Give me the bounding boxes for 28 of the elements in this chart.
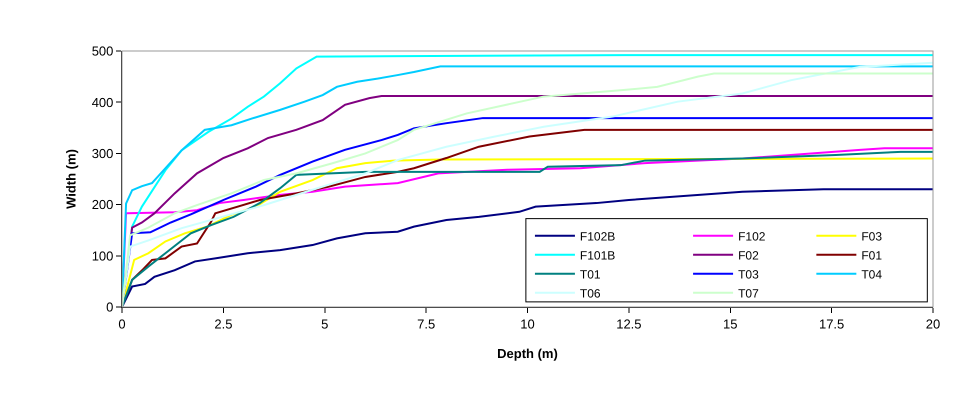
x-tick-label: 7.5 — [417, 316, 436, 332]
legend-label: F102 — [738, 229, 766, 244]
legend-label: F03 — [861, 229, 882, 244]
legend-label: F01 — [861, 248, 882, 262]
y-tick-label: 400 — [92, 94, 114, 110]
x-tick-label: 17.5 — [818, 316, 844, 332]
y-tick-label: 0 — [106, 300, 114, 315]
x-tick-label: 10 — [520, 316, 535, 332]
legend-label: T04 — [861, 267, 882, 282]
y-axis-title: Width (m) — [64, 149, 79, 209]
x-tick-label: 12.5 — [616, 316, 642, 332]
legend-label: T07 — [738, 286, 760, 300]
y-tick-label: 100 — [92, 248, 114, 264]
x-tick-label: 15 — [723, 316, 738, 332]
x-axis-title: Depth (m) — [497, 346, 558, 362]
legend-label: T06 — [580, 286, 601, 300]
y-tick-label: 200 — [92, 197, 114, 212]
legend-label: F02 — [738, 248, 760, 262]
legend-label: F101B — [580, 248, 616, 262]
y-tick-label: 500 — [92, 44, 114, 59]
legend-label: T01 — [580, 267, 601, 282]
x-tick-label: 20 — [926, 316, 940, 332]
y-tick-label: 300 — [92, 146, 114, 161]
x-tick-label: 0 — [118, 316, 126, 332]
legend-label: T03 — [738, 267, 760, 282]
legend-label: F102B — [580, 229, 616, 244]
x-tick-label: 2.5 — [214, 316, 232, 332]
x-tick-label: 5 — [321, 316, 328, 332]
